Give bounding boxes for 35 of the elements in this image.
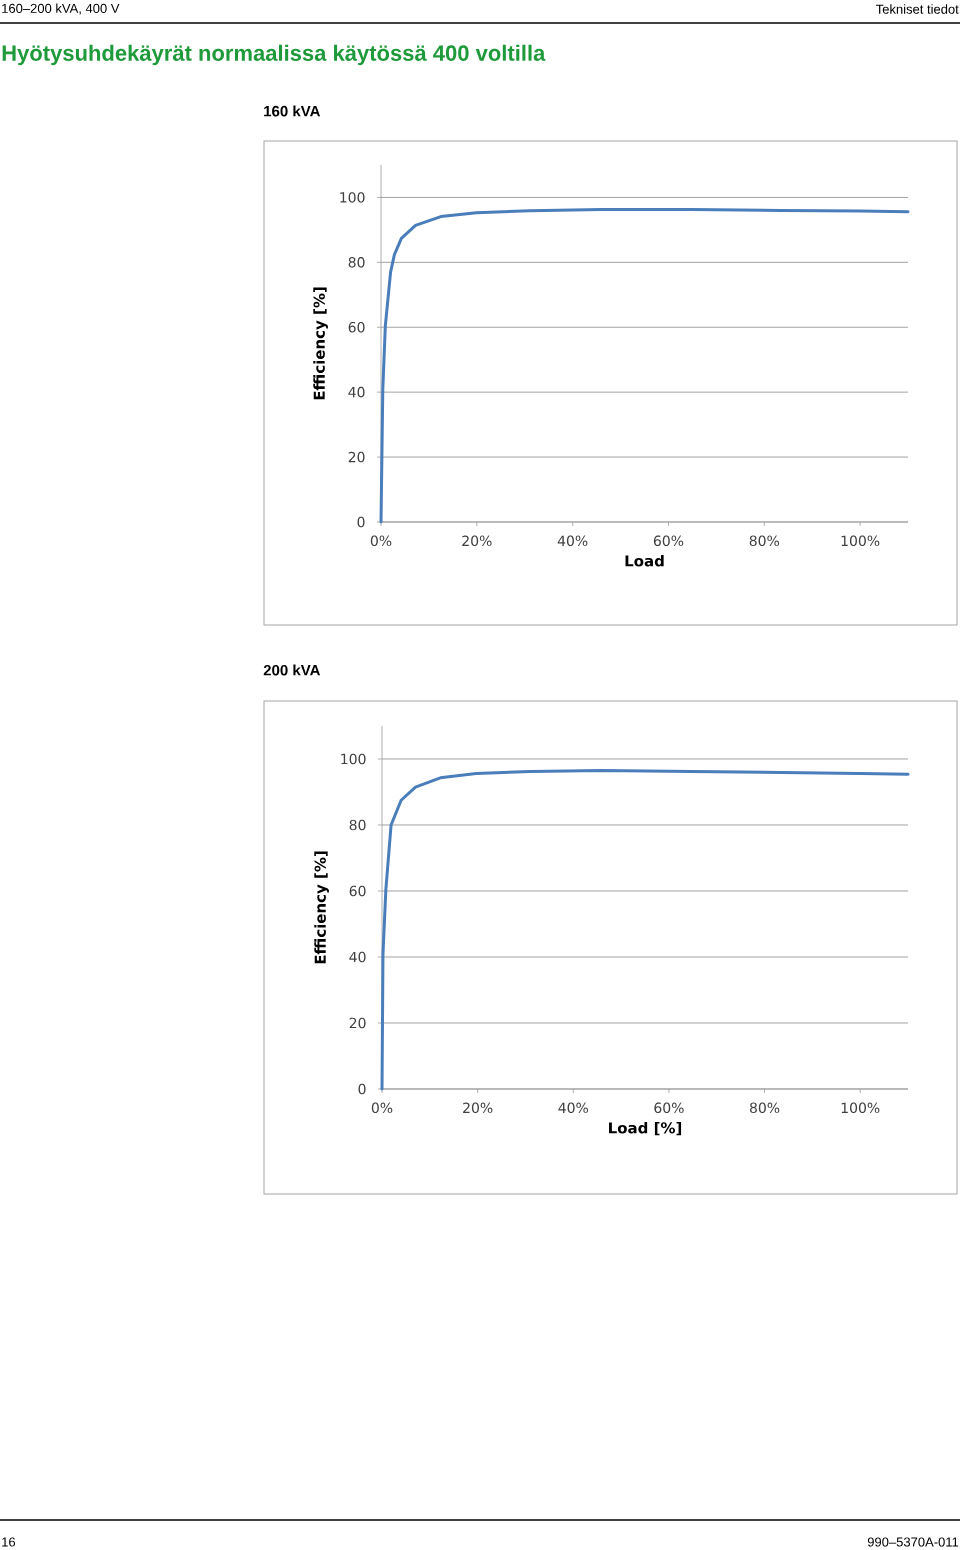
text: 990–5370A-011 — [867, 1537, 959, 1547]
x-axis-title: Load [%] — [609, 1121, 682, 1136]
y-axis-title: Efficiency [%] — [314, 851, 329, 964]
y-tick-label: 40 — [348, 386, 365, 398]
y-tick-label: 100 — [341, 753, 366, 765]
x-tick-label: 80% — [749, 535, 780, 547]
x-tick-label: 80% — [749, 1102, 780, 1114]
text: 160–200 kVA, 400 V — [2, 3, 120, 15]
y-tick-label: 100 — [340, 192, 365, 203]
x-tick-label: 20% — [462, 535, 492, 547]
y-tick-label: 0 — [358, 1083, 366, 1095]
y-tick-label: 20 — [349, 1017, 366, 1029]
x-tick-label: 40% — [557, 535, 588, 547]
x-tick-label: 0% — [370, 535, 392, 547]
x-tick-label: 0% — [371, 1102, 393, 1114]
y-tick-label: 20 — [348, 451, 365, 463]
x-tick-label: 60% — [654, 1102, 684, 1114]
text: Hyötysuhdekäyrät normaalissa käytössä 400 voltilla — [2, 44, 546, 66]
y-axis-title: Efficiency [%] — [313, 287, 328, 400]
y-tick-label: 60 — [348, 321, 365, 333]
x-axis-title: Load — [625, 554, 664, 567]
x-tick-label: 20% — [463, 1102, 493, 1114]
text: Tekniset tiedot — [876, 4, 959, 14]
y-tick-label: 60 — [349, 885, 366, 897]
text: 16 — [2, 1537, 16, 1547]
y-tick-label: 40 — [349, 951, 366, 963]
x-tick-label: 100% — [841, 535, 880, 547]
x-tick-label: 40% — [558, 1102, 589, 1114]
y-tick-label: 80 — [349, 819, 366, 831]
x-tick-label: 100% — [841, 1102, 880, 1114]
y-tick-label: 80 — [348, 257, 365, 268]
x-tick-label: 60% — [653, 535, 684, 547]
chart-title: 160 kVA — [264, 105, 321, 117]
chart-title: 200 kVA — [263, 664, 321, 676]
y-tick-label: 0 — [357, 516, 365, 528]
